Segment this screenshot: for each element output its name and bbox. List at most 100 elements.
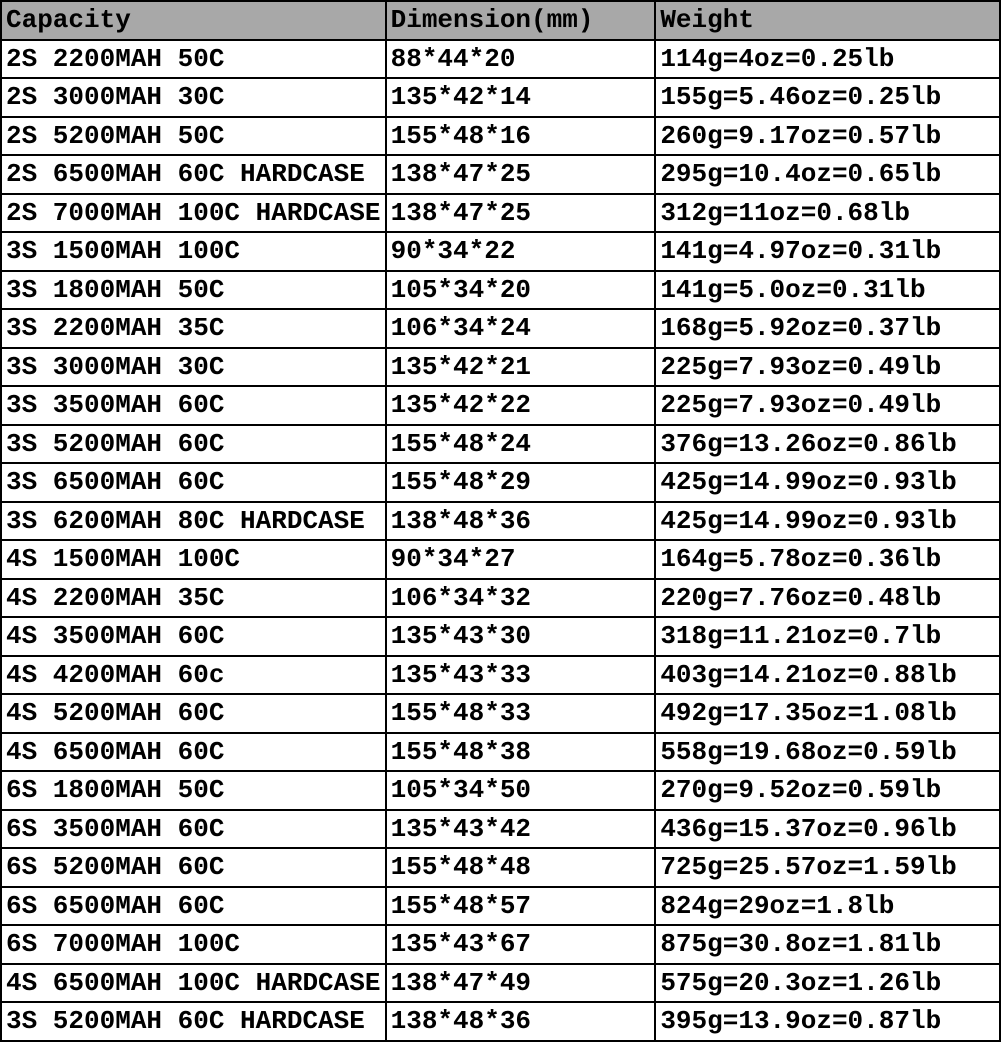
table-row: 2S 6500MAH 60C HARDCASE138*47*25295g=10.… — [1, 155, 1000, 194]
cell-weight: 295g=10.4oz=0.65lb — [655, 155, 1000, 194]
cell-dimension: 105*34*20 — [386, 271, 656, 310]
cell-dimension: 155*48*48 — [386, 848, 656, 887]
cell-weight: 725g=25.57oz=1.59lb — [655, 848, 1000, 887]
cell-weight: 114g=4oz=0.25lb — [655, 40, 1000, 79]
cell-weight: 436g=15.37oz=0.96lb — [655, 810, 1000, 849]
cell-capacity: 4S 1500MAH 100C — [1, 540, 386, 579]
cell-capacity: 3S 1800MAH 50C — [1, 271, 386, 310]
cell-capacity: 2S 5200MAH 50C — [1, 117, 386, 156]
table-row: 2S 7000MAH 100C HARDCASE138*47*25312g=11… — [1, 194, 1000, 233]
cell-dimension: 135*43*30 — [386, 617, 656, 656]
cell-dimension: 88*44*20 — [386, 40, 656, 79]
cell-weight: 164g=5.78oz=0.36lb — [655, 540, 1000, 579]
spec-table: Capacity Dimension(mm) Weight 2S 2200MAH… — [0, 0, 1001, 1042]
table-row: 6S 1800MAH 50C105*34*50270g=9.52oz=0.59l… — [1, 771, 1000, 810]
cell-dimension: 138*47*49 — [386, 964, 656, 1003]
cell-weight: 225g=7.93oz=0.49lb — [655, 386, 1000, 425]
cell-weight: 425g=14.99oz=0.93lb — [655, 463, 1000, 502]
cell-capacity: 3S 6500MAH 60C — [1, 463, 386, 502]
cell-dimension: 135*43*42 — [386, 810, 656, 849]
table-row: 6S 7000MAH 100C135*43*67875g=30.8oz=1.81… — [1, 925, 1000, 964]
cell-capacity: 2S 6500MAH 60C HARDCASE — [1, 155, 386, 194]
cell-capacity: 4S 2200MAH 35C — [1, 579, 386, 618]
cell-dimension: 135*43*67 — [386, 925, 656, 964]
cell-capacity: 3S 6200MAH 80C HARDCASE — [1, 502, 386, 541]
cell-weight: 220g=7.76oz=0.48lb — [655, 579, 1000, 618]
table-row: 6S 3500MAH 60C135*43*42436g=15.37oz=0.96… — [1, 810, 1000, 849]
cell-weight: 558g=19.68oz=0.59lb — [655, 733, 1000, 772]
cell-capacity: 3S 1500MAH 100C — [1, 232, 386, 271]
cell-weight: 376g=13.26oz=0.86lb — [655, 425, 1000, 464]
table-row: 4S 2200MAH 35C106*34*32220g=7.76oz=0.48l… — [1, 579, 1000, 618]
table-row: 3S 6200MAH 80C HARDCASE138*48*36425g=14.… — [1, 502, 1000, 541]
cell-weight: 318g=11.21oz=0.7lb — [655, 617, 1000, 656]
cell-capacity: 6S 6500MAH 60C — [1, 887, 386, 926]
cell-dimension: 155*48*33 — [386, 694, 656, 733]
table-row: 3S 3000MAH 30C135*42*21225g=7.93oz=0.49l… — [1, 348, 1000, 387]
cell-weight: 824g=29oz=1.8lb — [655, 887, 1000, 926]
cell-weight: 395g=13.9oz=0.87lb — [655, 1002, 1000, 1041]
table-row: 3S 5200MAH 60C155*48*24376g=13.26oz=0.86… — [1, 425, 1000, 464]
table-row: 4S 4200MAH 60c135*43*33403g=14.21oz=0.88… — [1, 656, 1000, 695]
cell-capacity: 2S 7000MAH 100C HARDCASE — [1, 194, 386, 233]
cell-dimension: 90*34*22 — [386, 232, 656, 271]
table-row: 3S 2200MAH 35C106*34*24168g=5.92oz=0.37l… — [1, 309, 1000, 348]
cell-capacity: 6S 3500MAH 60C — [1, 810, 386, 849]
cell-dimension: 106*34*24 — [386, 309, 656, 348]
cell-weight: 492g=17.35oz=1.08lb — [655, 694, 1000, 733]
cell-dimension: 155*48*24 — [386, 425, 656, 464]
cell-dimension: 135*42*22 — [386, 386, 656, 425]
table-row: 6S 6500MAH 60C155*48*57824g=29oz=1.8lb — [1, 887, 1000, 926]
cell-capacity: 3S 2200MAH 35C — [1, 309, 386, 348]
cell-capacity: 4S 4200MAH 60c — [1, 656, 386, 695]
cell-dimension: 106*34*32 — [386, 579, 656, 618]
cell-weight: 575g=20.3oz=1.26lb — [655, 964, 1000, 1003]
col-header-dimension: Dimension(mm) — [386, 1, 656, 40]
table-header-row: Capacity Dimension(mm) Weight — [1, 1, 1000, 40]
cell-capacity: 3S 3500MAH 60C — [1, 386, 386, 425]
cell-dimension: 105*34*50 — [386, 771, 656, 810]
cell-dimension: 155*48*29 — [386, 463, 656, 502]
table-row: 2S 2200MAH 50C88*44*20114g=4oz=0.25lb — [1, 40, 1000, 79]
cell-capacity: 6S 1800MAH 50C — [1, 771, 386, 810]
cell-capacity: 3S 3000MAH 30C — [1, 348, 386, 387]
table-row: 3S 1800MAH 50C105*34*20141g=5.0oz=0.31lb — [1, 271, 1000, 310]
cell-capacity: 4S 3500MAH 60C — [1, 617, 386, 656]
table-row: 4S 6500MAH 60C155*48*38558g=19.68oz=0.59… — [1, 733, 1000, 772]
cell-weight: 141g=5.0oz=0.31lb — [655, 271, 1000, 310]
cell-capacity: 3S 5200MAH 60C — [1, 425, 386, 464]
cell-weight: 155g=5.46oz=0.25lb — [655, 78, 1000, 117]
table-row: 4S 6500MAH 100C HARDCASE138*47*49575g=20… — [1, 964, 1000, 1003]
cell-dimension: 135*42*21 — [386, 348, 656, 387]
cell-dimension: 138*48*36 — [386, 502, 656, 541]
cell-dimension: 138*47*25 — [386, 194, 656, 233]
cell-weight: 403g=14.21oz=0.88lb — [655, 656, 1000, 695]
table-body: 2S 2200MAH 50C88*44*20114g=4oz=0.25lb2S … — [1, 40, 1000, 1041]
col-header-weight: Weight — [655, 1, 1000, 40]
table-row: 6S 5200MAH 60C155*48*48725g=25.57oz=1.59… — [1, 848, 1000, 887]
table-row: 3S 1500MAH 100C90*34*22141g=4.97oz=0.31l… — [1, 232, 1000, 271]
table-row: 3S 3500MAH 60C135*42*22225g=7.93oz=0.49l… — [1, 386, 1000, 425]
cell-dimension: 155*48*57 — [386, 887, 656, 926]
cell-weight: 312g=11oz=0.68lb — [655, 194, 1000, 233]
table-row: 2S 5200MAH 50C155*48*16260g=9.17oz=0.57l… — [1, 117, 1000, 156]
cell-dimension: 138*48*36 — [386, 1002, 656, 1041]
table-row: 4S 1500MAH 100C90*34*27164g=5.78oz=0.36l… — [1, 540, 1000, 579]
cell-weight: 225g=7.93oz=0.49lb — [655, 348, 1000, 387]
cell-capacity: 4S 6500MAH 100C HARDCASE — [1, 964, 386, 1003]
cell-weight: 425g=14.99oz=0.93lb — [655, 502, 1000, 541]
table-row: 3S 6500MAH 60C155*48*29425g=14.99oz=0.93… — [1, 463, 1000, 502]
cell-capacity: 4S 6500MAH 60C — [1, 733, 386, 772]
table-row: 4S 5200MAH 60C155*48*33492g=17.35oz=1.08… — [1, 694, 1000, 733]
cell-capacity: 6S 7000MAH 100C — [1, 925, 386, 964]
cell-dimension: 155*48*38 — [386, 733, 656, 772]
cell-dimension: 155*48*16 — [386, 117, 656, 156]
cell-dimension: 90*34*27 — [386, 540, 656, 579]
col-header-capacity: Capacity — [1, 1, 386, 40]
cell-capacity: 2S 2200MAH 50C — [1, 40, 386, 79]
cell-weight: 141g=4.97oz=0.31lb — [655, 232, 1000, 271]
cell-dimension: 135*43*33 — [386, 656, 656, 695]
table-row: 2S 3000MAH 30C135*42*14155g=5.46oz=0.25l… — [1, 78, 1000, 117]
cell-dimension: 135*42*14 — [386, 78, 656, 117]
cell-capacity: 2S 3000MAH 30C — [1, 78, 386, 117]
